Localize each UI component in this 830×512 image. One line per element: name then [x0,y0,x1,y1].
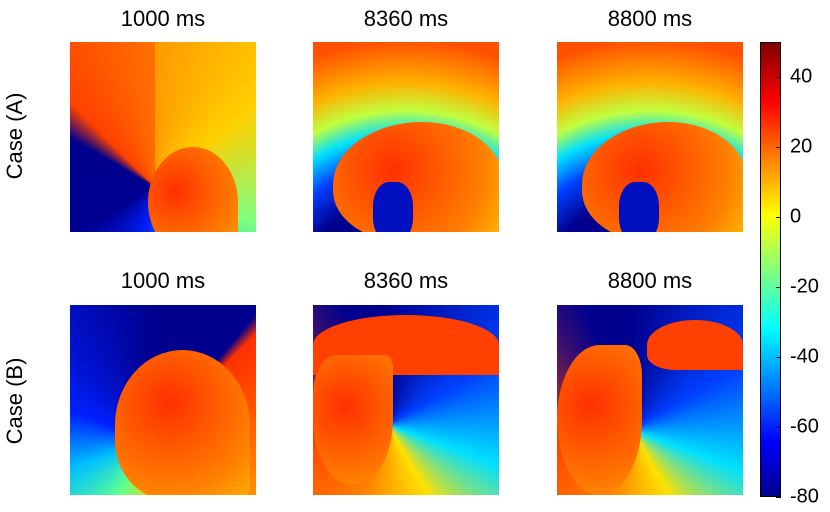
colorbar-tick-label: -60 [790,415,819,438]
colorbar-tick-label: -80 [790,485,819,508]
row-label-case-b: Case (B) [2,357,27,445]
colorbar-tick-mark [776,497,781,498]
panel-title-a2: 8360 ms [363,6,449,31]
colorbar-tick-mark [776,287,781,288]
colorbar-tick-label: -40 [790,345,819,368]
colorbar [760,42,781,497]
colorbar-tick-mark [776,427,781,428]
colorbar-tick-mark [776,77,781,78]
colorbar-tick-mark [776,357,781,358]
colorbar-tick-label: 0 [790,205,802,228]
colorbar-tick-label: 40 [790,65,813,88]
panel-title-b2: 8360 ms [363,268,449,293]
row-label-case-a: Case (A) [2,92,27,180]
panel-title-b3: 8800 ms [607,268,693,293]
panel-title-a3: 8800 ms [607,6,693,31]
heatmap-panel-a-8360ms [313,42,499,232]
heatmap-panel-b-8360ms [313,305,499,495]
panel-title-b1: 1000 ms [120,268,206,293]
colorbar-tick-label: 20 [790,135,813,158]
heatmap-panel-b-1000ms [70,305,256,495]
heatmap-panel-a-1000ms [70,42,256,232]
heatmap-panel-b-8800ms [557,305,743,495]
colorbar-tick-mark [776,217,781,218]
panel-title-a1: 1000 ms [120,6,206,31]
heatmap-panel-a-8800ms [557,42,743,232]
colorbar-tick-label: -20 [790,275,819,298]
colorbar-tick-mark [776,147,781,148]
